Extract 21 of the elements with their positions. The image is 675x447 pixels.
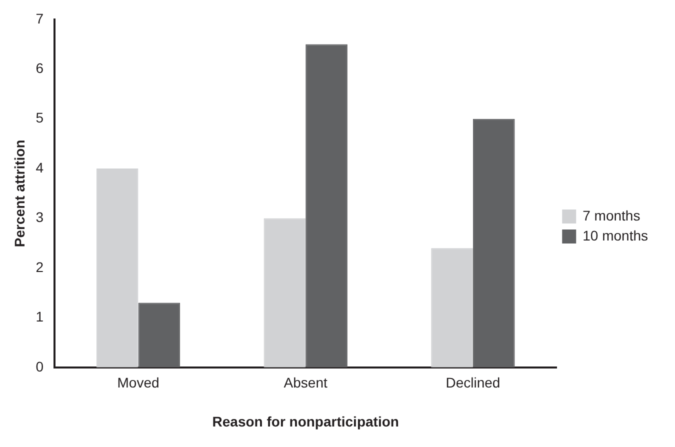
y-tick-label: 1 bbox=[36, 308, 44, 325]
bar bbox=[472, 118, 515, 368]
bar bbox=[431, 248, 473, 368]
bar bbox=[306, 44, 348, 368]
x-tick-label: Declined bbox=[446, 374, 500, 391]
x-tick-label: Moved bbox=[117, 374, 160, 391]
bar bbox=[264, 218, 306, 368]
legend-label: 10 months bbox=[582, 227, 648, 244]
y-tick-label: 0 bbox=[36, 358, 44, 374]
bar bbox=[96, 168, 138, 368]
y-tick-label: 3 bbox=[36, 209, 44, 226]
y-tick-label: 4 bbox=[36, 159, 44, 176]
y-tick-label: 2 bbox=[36, 258, 44, 275]
x-axis-title: Reason for nonparticipation bbox=[212, 413, 399, 430]
bar bbox=[138, 302, 180, 368]
y-tick-label: 5 bbox=[36, 110, 44, 126]
x-tick-label: Absent bbox=[284, 374, 328, 391]
y-axis-title: Percent attrition bbox=[11, 140, 28, 248]
y-tick-label: 6 bbox=[36, 60, 44, 76]
y-tick-label: 7 bbox=[36, 10, 44, 26]
legend-label: 7 months bbox=[582, 207, 640, 224]
